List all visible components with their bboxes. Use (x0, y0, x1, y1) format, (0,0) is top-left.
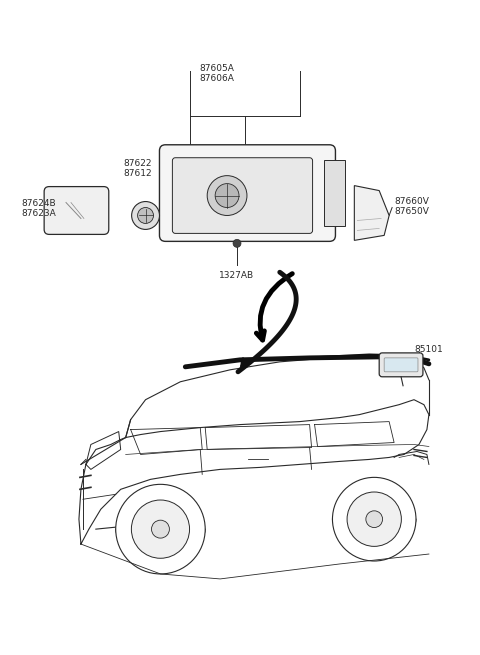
Circle shape (215, 183, 239, 208)
Text: 1327AB: 1327AB (219, 271, 254, 280)
Circle shape (366, 511, 383, 527)
FancyBboxPatch shape (379, 353, 423, 377)
Text: 87606A: 87606A (199, 74, 234, 83)
Text: 87624B: 87624B (21, 198, 56, 208)
FancyBboxPatch shape (324, 160, 346, 227)
FancyBboxPatch shape (44, 187, 109, 234)
Text: 85101: 85101 (414, 345, 443, 354)
Circle shape (333, 477, 416, 561)
Polygon shape (354, 185, 389, 240)
Circle shape (116, 484, 205, 574)
FancyBboxPatch shape (159, 145, 336, 241)
FancyBboxPatch shape (172, 158, 312, 233)
Circle shape (233, 239, 241, 248)
Text: 87612: 87612 (124, 169, 152, 178)
Text: 87622: 87622 (124, 159, 152, 168)
Circle shape (132, 500, 190, 558)
Text: 87650V: 87650V (394, 206, 429, 215)
Circle shape (152, 520, 169, 538)
FancyBboxPatch shape (384, 358, 418, 372)
Circle shape (132, 202, 159, 229)
FancyArrowPatch shape (256, 274, 292, 340)
Text: 87660V: 87660V (394, 196, 429, 206)
Text: 87605A: 87605A (199, 64, 234, 73)
Circle shape (347, 492, 401, 546)
Circle shape (207, 176, 247, 215)
Circle shape (138, 208, 154, 223)
Text: 87623A: 87623A (21, 208, 56, 217)
